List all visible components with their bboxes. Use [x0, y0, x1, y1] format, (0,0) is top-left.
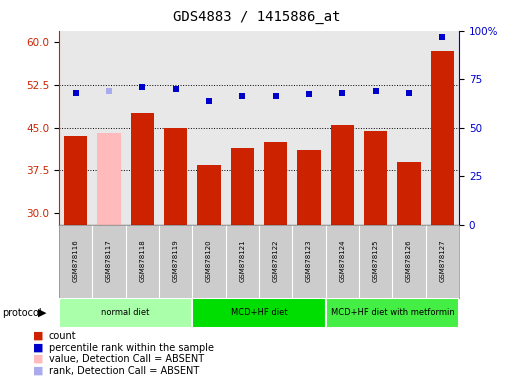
Text: ■: ■: [33, 366, 44, 376]
Bar: [326, 298, 459, 328]
Text: GSM878116: GSM878116: [73, 240, 78, 283]
Text: normal diet: normal diet: [102, 308, 150, 318]
Text: GSM878118: GSM878118: [140, 240, 145, 283]
Bar: [131, 113, 154, 225]
Text: GSM878126: GSM878126: [406, 240, 412, 283]
Text: percentile rank within the sample: percentile rank within the sample: [49, 343, 214, 353]
Bar: [298, 151, 321, 225]
Bar: [398, 162, 421, 225]
Text: ■: ■: [33, 343, 44, 353]
Text: GSM878121: GSM878121: [240, 240, 245, 283]
Text: ■: ■: [33, 354, 44, 364]
Bar: [97, 133, 121, 225]
Text: rank, Detection Call = ABSENT: rank, Detection Call = ABSENT: [49, 366, 199, 376]
Text: GSM878120: GSM878120: [206, 240, 212, 283]
Text: ■: ■: [33, 331, 44, 341]
Text: GDS4883 / 1415886_at: GDS4883 / 1415886_at: [173, 10, 340, 23]
Text: MCD+HF diet with metformin: MCD+HF diet with metformin: [330, 308, 455, 318]
Bar: [264, 142, 287, 225]
Bar: [331, 125, 354, 225]
Text: value, Detection Call = ABSENT: value, Detection Call = ABSENT: [49, 354, 204, 364]
Bar: [364, 131, 387, 225]
Text: GSM878122: GSM878122: [273, 240, 279, 282]
Text: GSM878125: GSM878125: [373, 240, 379, 282]
Text: GSM878123: GSM878123: [306, 240, 312, 283]
Bar: [64, 136, 87, 225]
Text: GSM878117: GSM878117: [106, 240, 112, 283]
Bar: [59, 298, 192, 328]
Text: count: count: [49, 331, 76, 341]
Text: protocol: protocol: [3, 308, 42, 318]
Bar: [164, 127, 187, 225]
Bar: [192, 298, 326, 328]
Bar: [231, 147, 254, 225]
Text: GSM878124: GSM878124: [340, 240, 345, 282]
Text: ▶: ▶: [38, 308, 47, 318]
Bar: [431, 51, 454, 225]
Text: MCD+HF diet: MCD+HF diet: [231, 308, 287, 318]
Text: GSM878119: GSM878119: [173, 240, 179, 283]
Bar: [198, 165, 221, 225]
Text: GSM878127: GSM878127: [440, 240, 445, 283]
